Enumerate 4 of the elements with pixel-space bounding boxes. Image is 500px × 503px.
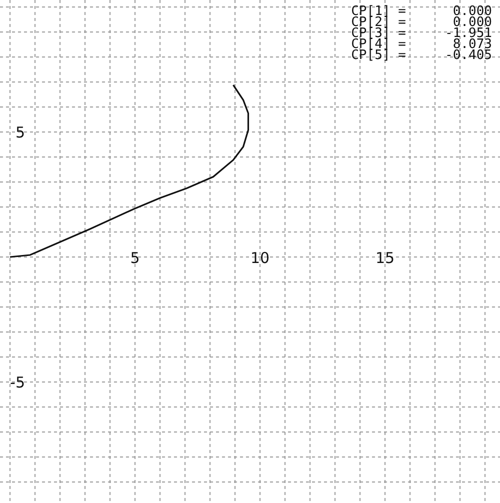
x-tick-label: 5 bbox=[130, 249, 140, 267]
x-tick-label: 10 bbox=[250, 249, 270, 267]
x-tick-label: 15 bbox=[375, 249, 395, 267]
y-tick-label: -5 bbox=[10, 373, 25, 392]
